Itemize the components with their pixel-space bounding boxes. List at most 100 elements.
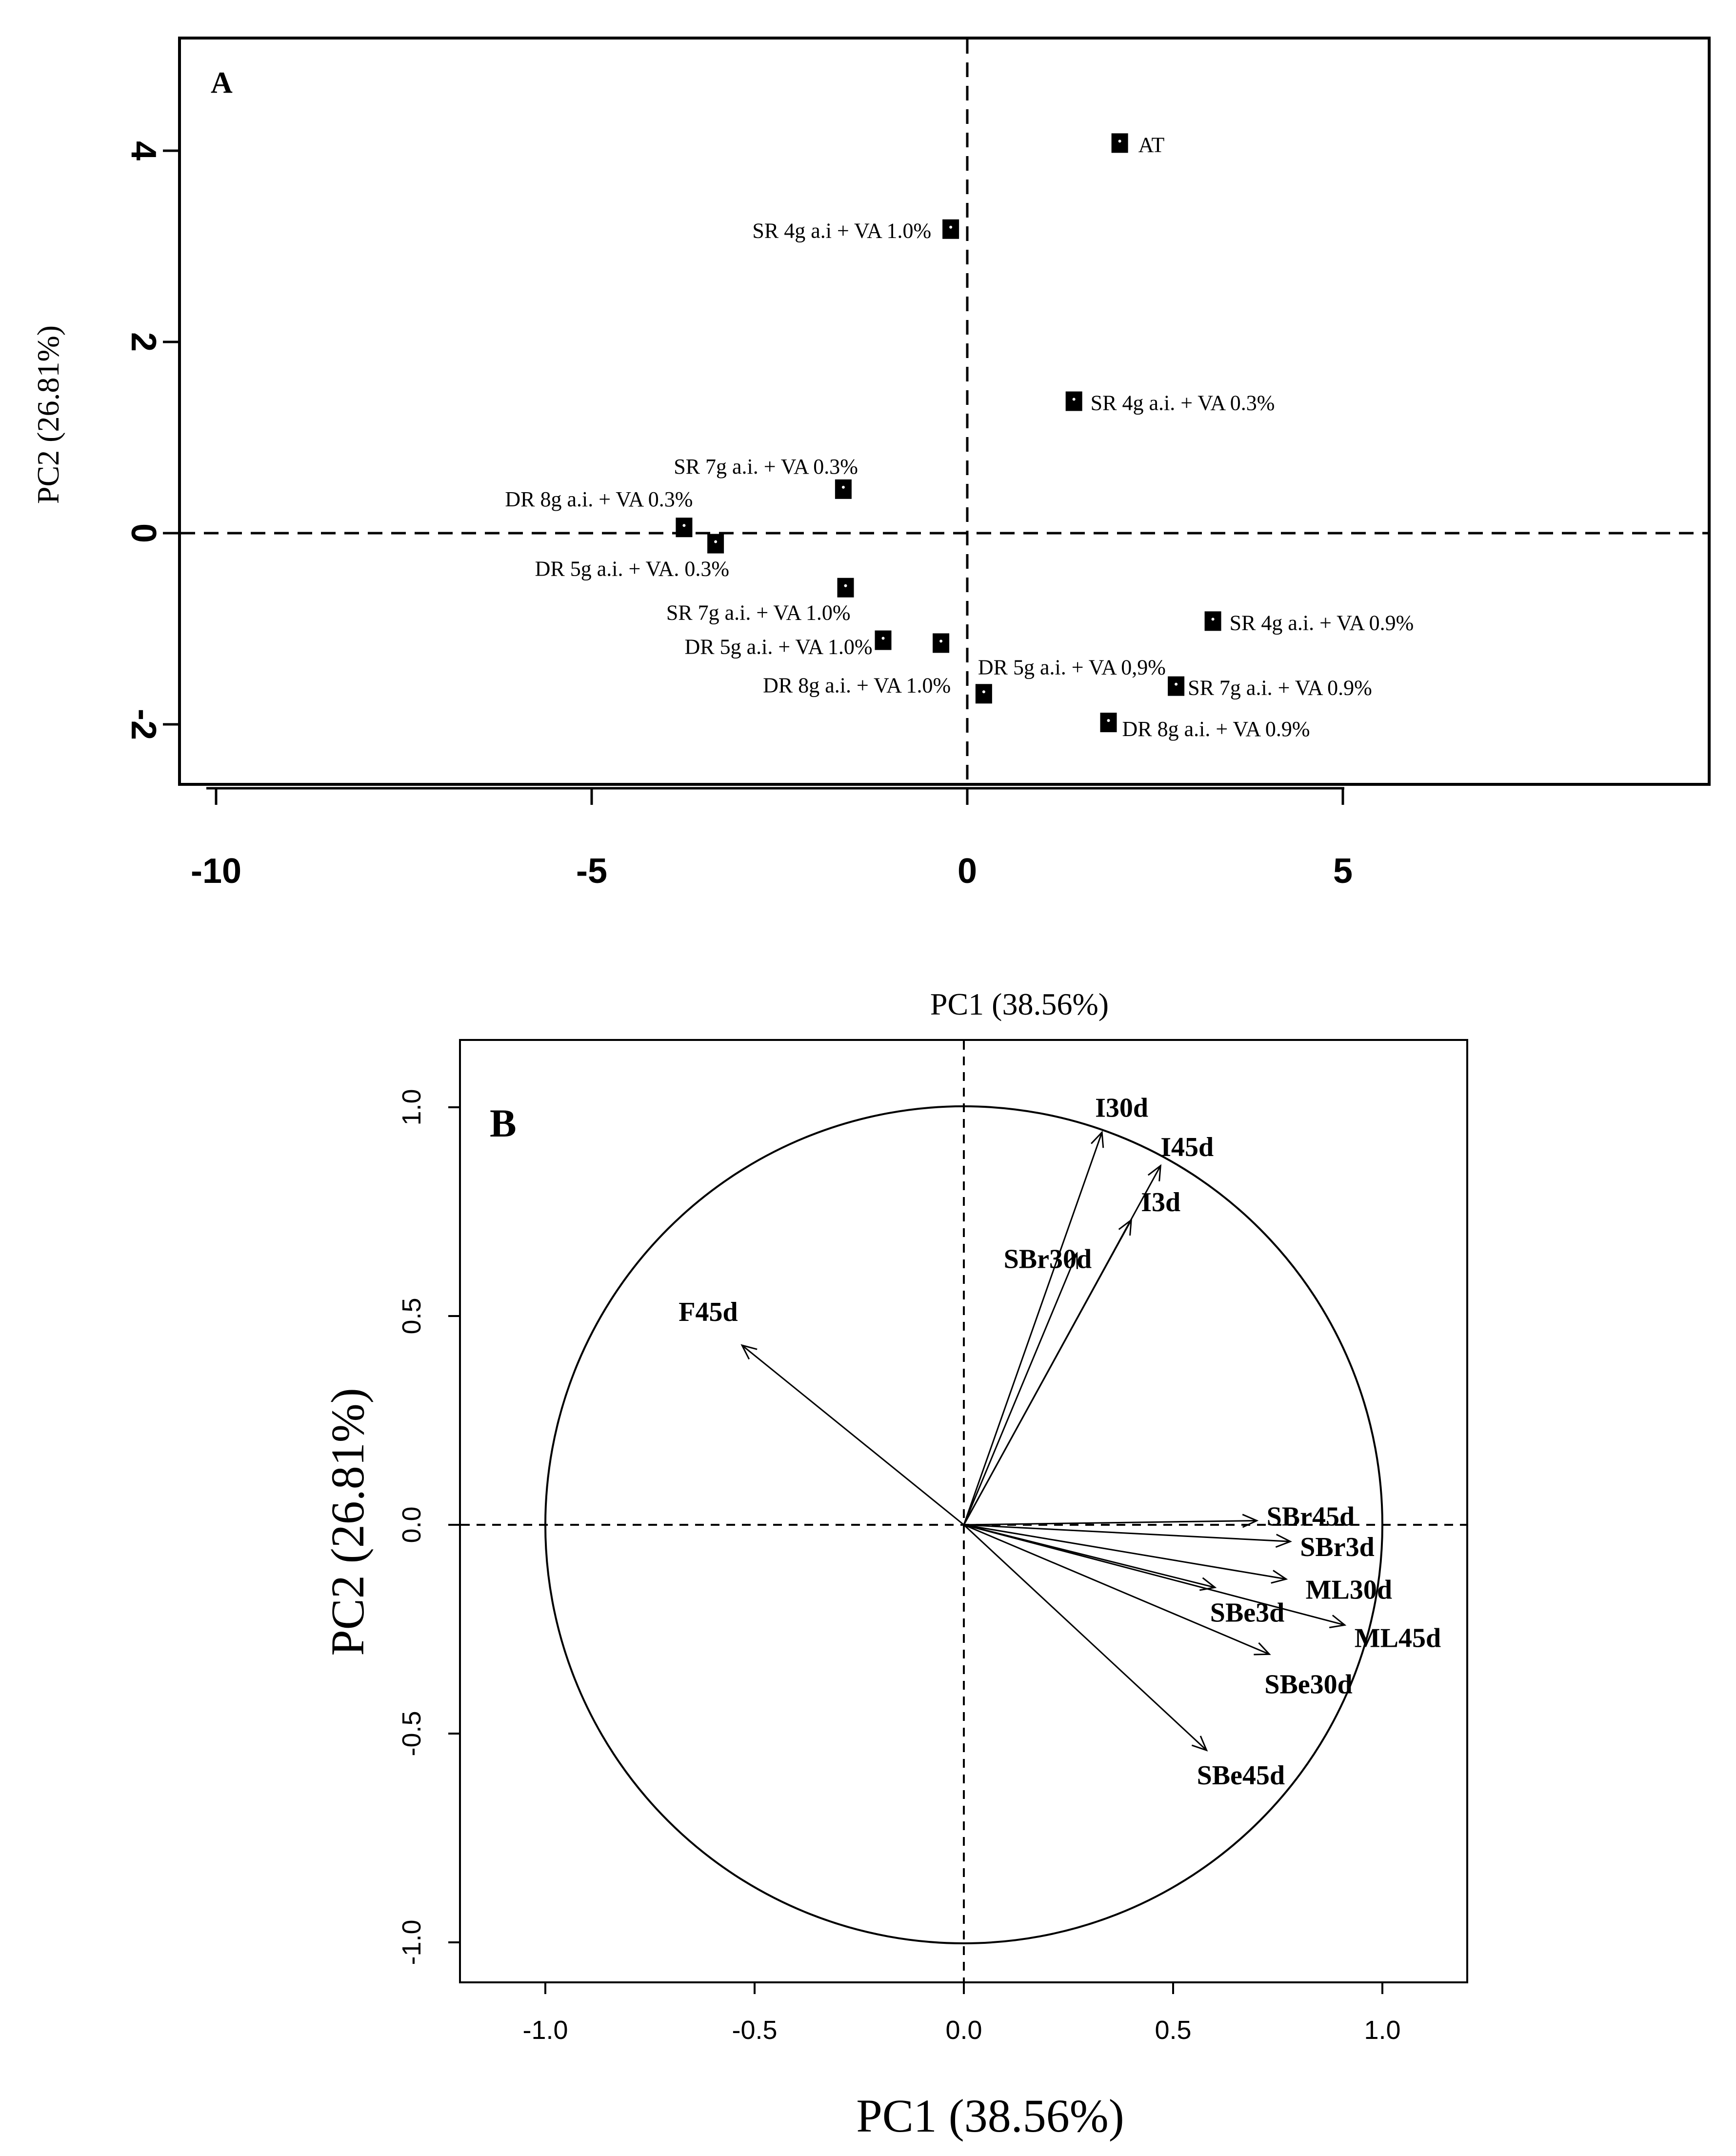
panel-b: -1.0 -0.5 0.0 0.5 1.0 -1.0 -0.5 0.0 0.5 1.0 I30d I…: [321, 1039, 1468, 2142]
panel-b-vector-label: SBe45d: [1197, 1760, 1285, 1791]
panel-b-vector: [963, 1524, 1270, 1655]
panel-a-point-dot: [939, 639, 943, 643]
panel-b-vector: [963, 1524, 1291, 1542]
panel-a-x-tick-label: 5: [1333, 852, 1353, 891]
panel-a-y-tick-label: -2: [124, 709, 163, 740]
panel-a-point: [975, 684, 992, 704]
panel-b-vector-label: ML45d: [1355, 1623, 1441, 1653]
panel-a-point-dot: [1175, 682, 1178, 686]
panel-a-point-dot: [881, 637, 885, 640]
panel-b-vector: [963, 1132, 1103, 1525]
panel-a-point-label: AT: [1138, 133, 1165, 157]
panel-b-y-axis-title: PC2 (26.81%): [321, 1388, 374, 1656]
panel-b-vector-arrowhead: [1199, 1577, 1217, 1591]
panel-a-point-dot: [1211, 618, 1215, 621]
panel-b-vector: [741, 1344, 964, 1526]
panel-a-point-dot: [841, 485, 845, 489]
panel-b-vector-arrowhead: [1065, 1252, 1078, 1269]
panel-a-point-label: DR 8g a.i. + VA 0.3%: [505, 487, 693, 511]
panel-b-vector: [963, 1253, 1078, 1525]
panel-a-point-dot: [982, 690, 985, 694]
panel-b-x-tick-label: -1.0: [522, 2016, 568, 2045]
panel-a-x-tick-label: 0: [958, 852, 977, 891]
panel-a-point: [1100, 713, 1117, 733]
panel-a-point-dot: [1072, 398, 1076, 401]
panel-a-point-label: SR 4g a.i. + VA 0.3%: [1091, 391, 1275, 415]
panel-b-x-tick-label: 1.0: [1364, 2016, 1400, 2045]
panel-b-y-tick-label: 0.5: [397, 1298, 426, 1334]
panel-b-y-tick-label: 0.0: [397, 1506, 426, 1543]
panel-a-point-label: SR 4g a.i. + VA 0.9%: [1230, 611, 1414, 635]
panel-b-vector-arrowhead: [1091, 1130, 1104, 1148]
panel-b-x-axis-title: PC1 (38.56%): [856, 2090, 1124, 2142]
panel-a-point-dot: [844, 584, 847, 587]
panel-a-point: [1111, 133, 1128, 153]
panel-a-x-tick-label: -5: [576, 852, 607, 891]
panel-a-point: [1204, 611, 1221, 631]
panel-b-vector-label: F45d: [678, 1297, 738, 1327]
panel-a-point-dot: [949, 225, 953, 229]
panel-b-y-tick-label: -1.0: [397, 1919, 426, 1965]
panel-a-point-label: DR 8g a.i. + VA 0.9%: [1122, 717, 1310, 741]
panel-b-vector-label: SBr45d: [1267, 1501, 1355, 1532]
panel-b-vector-label: SBe30d: [1264, 1669, 1353, 1699]
panel-a-point-label: DR 5g a.i. + VA. 0.3%: [535, 557, 729, 581]
panel-a-point-label: DR 5g a.i. + VA 1.0%: [685, 635, 873, 659]
panel-a-point-label: SR 7g a.i. + VA 0.9%: [1188, 676, 1372, 700]
panel-b-vector-arrowhead: [740, 1344, 758, 1360]
panel-a-point: [1168, 676, 1185, 696]
panel-b-vector: [963, 1519, 1257, 1526]
panel-a-point-dot: [714, 540, 718, 543]
panel-a-x-axis-title: PC1 (38.56%): [930, 987, 1109, 1021]
panel-a-y-tick-label: 4: [124, 141, 163, 160]
panel-a-point: [875, 630, 892, 650]
panel-b-vector-arrowhead: [1191, 1736, 1208, 1752]
panel-b-vector-arrowhead: [1275, 1534, 1292, 1548]
panel-a: -10 -5 0 5 -2 0 2 4 AT SR 4g a.i + VA 1.0% SR 4g …: [31, 37, 1711, 1021]
panel-a-point: [1065, 391, 1082, 411]
panel-b-x-tick-label: 0.5: [1155, 2016, 1191, 2045]
panel-b-letter: B: [490, 1101, 517, 1145]
panel-b-vector-arrowhead: [1254, 1642, 1271, 1656]
panel-a-point-label: DR 8g a.i. + VA 1.0%: [763, 673, 951, 697]
panel-a-point: [933, 633, 950, 653]
panel-a-y-axis-title: PC2 (26.81%): [31, 325, 65, 504]
panel-a-point: [707, 534, 724, 554]
panel-b-vector: [963, 1524, 1207, 1751]
panel-b-vector-arrowhead: [1271, 1570, 1288, 1584]
panel-a-point-dot: [1118, 140, 1121, 143]
panel-b-vector-arrowhead: [1242, 1514, 1259, 1528]
panel-b-x-tick-label: 0.0: [945, 2016, 982, 2045]
panel-b-vector-arrowhead: [1329, 1615, 1347, 1629]
panel-b-vector-label: SBr30d: [1004, 1244, 1092, 1275]
panel-b-vector-label: I45d: [1160, 1132, 1214, 1162]
panel-a-point: [676, 518, 693, 538]
panel-b-vector-label: I3d: [1141, 1187, 1180, 1218]
panel-b-vector: [963, 1524, 1286, 1580]
panel-a-point-dot: [682, 524, 686, 527]
panel-b-vector: [963, 1524, 1345, 1626]
panel-b-vector-label: SBr3d: [1300, 1532, 1375, 1562]
panel-b-vector-label: I30d: [1095, 1093, 1148, 1123]
panel-a-point-dot: [1107, 719, 1110, 722]
panel-a-point: [835, 479, 852, 499]
panel-b-y-tick-label: 1.0: [397, 1089, 426, 1125]
panel-b-vector: [963, 1219, 1132, 1525]
panel-b-vector-label: SBe3d: [1210, 1597, 1285, 1628]
panel-a-point-label: SR 7g a.i. + VA 0.3%: [674, 455, 858, 479]
panel-a-letter: A: [211, 66, 233, 100]
panel-a-y-tick-label: 0: [124, 523, 163, 543]
panel-a-y-tick-label: 2: [124, 332, 163, 352]
panel-a-point: [942, 219, 959, 239]
panel-b-vector-label: ML30d: [1306, 1575, 1392, 1605]
panel-a-point-label: SR 7g a.i. + VA 1.0%: [666, 601, 851, 625]
panel-a-point-label: SR 4g a.i + VA 1.0%: [752, 219, 931, 243]
panel-b-x-tick-label: -0.5: [732, 2016, 777, 2045]
panel-b-vector-arrowhead: [1147, 1164, 1162, 1181]
panel-a-point: [837, 578, 854, 598]
panel-a-point-label: DR 5g a.i. + VA 0,9%: [978, 655, 1166, 679]
panel-b-y-tick-label: -0.5: [397, 1711, 426, 1756]
panel-a-x-tick-label: -10: [191, 852, 241, 891]
panel-b-vector-arrowhead: [1118, 1218, 1132, 1236]
